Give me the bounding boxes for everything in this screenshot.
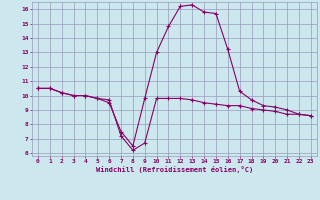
X-axis label: Windchill (Refroidissement éolien,°C): Windchill (Refroidissement éolien,°C): [96, 166, 253, 173]
